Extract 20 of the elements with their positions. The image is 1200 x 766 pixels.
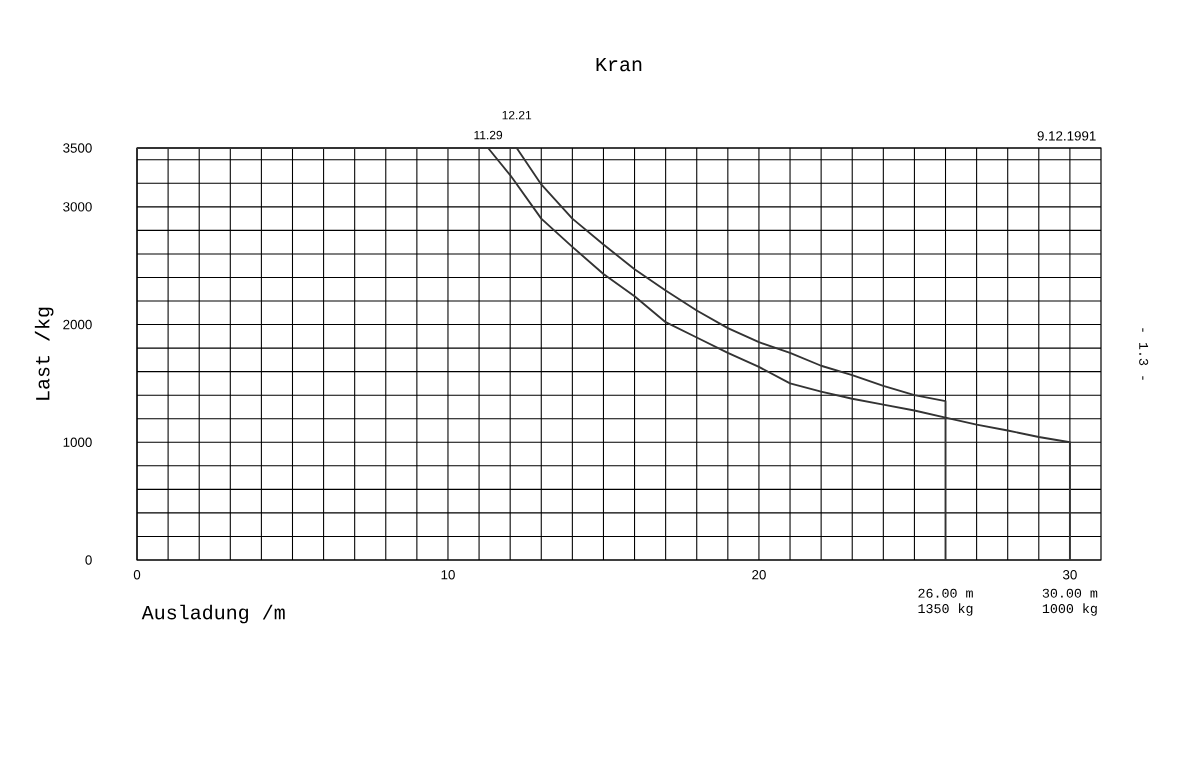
chart-title: Kran xyxy=(596,57,642,72)
x-axis-title: Ausladung /m xyxy=(141,604,285,624)
y-tick-label: 3000 xyxy=(63,202,92,212)
text: 30.00 m xyxy=(1042,588,1098,598)
text: 26.00 m xyxy=(918,588,973,598)
x-tick-label: 20 xyxy=(752,570,766,580)
y-tick-label: 0 xyxy=(85,555,92,565)
y-tick-label: 2000 xyxy=(63,319,92,330)
text: 9.12.1991 xyxy=(1037,131,1096,141)
text: 1350 kg xyxy=(918,603,973,616)
y-tick-label: 3500 xyxy=(63,143,92,153)
text: - 1.3 - xyxy=(1139,328,1149,380)
y-tick-label: 1000 xyxy=(63,437,92,447)
y-axis-title: Last /kg xyxy=(34,307,54,400)
x-tick-label: 10 xyxy=(441,570,455,580)
annotation: 11.29 xyxy=(474,130,503,140)
text: 1000 kg xyxy=(1042,603,1097,616)
x-tick-label: 0 xyxy=(133,570,141,580)
annotation: 12.21 xyxy=(502,110,532,120)
x-tick-label: 30 xyxy=(1062,570,1077,580)
